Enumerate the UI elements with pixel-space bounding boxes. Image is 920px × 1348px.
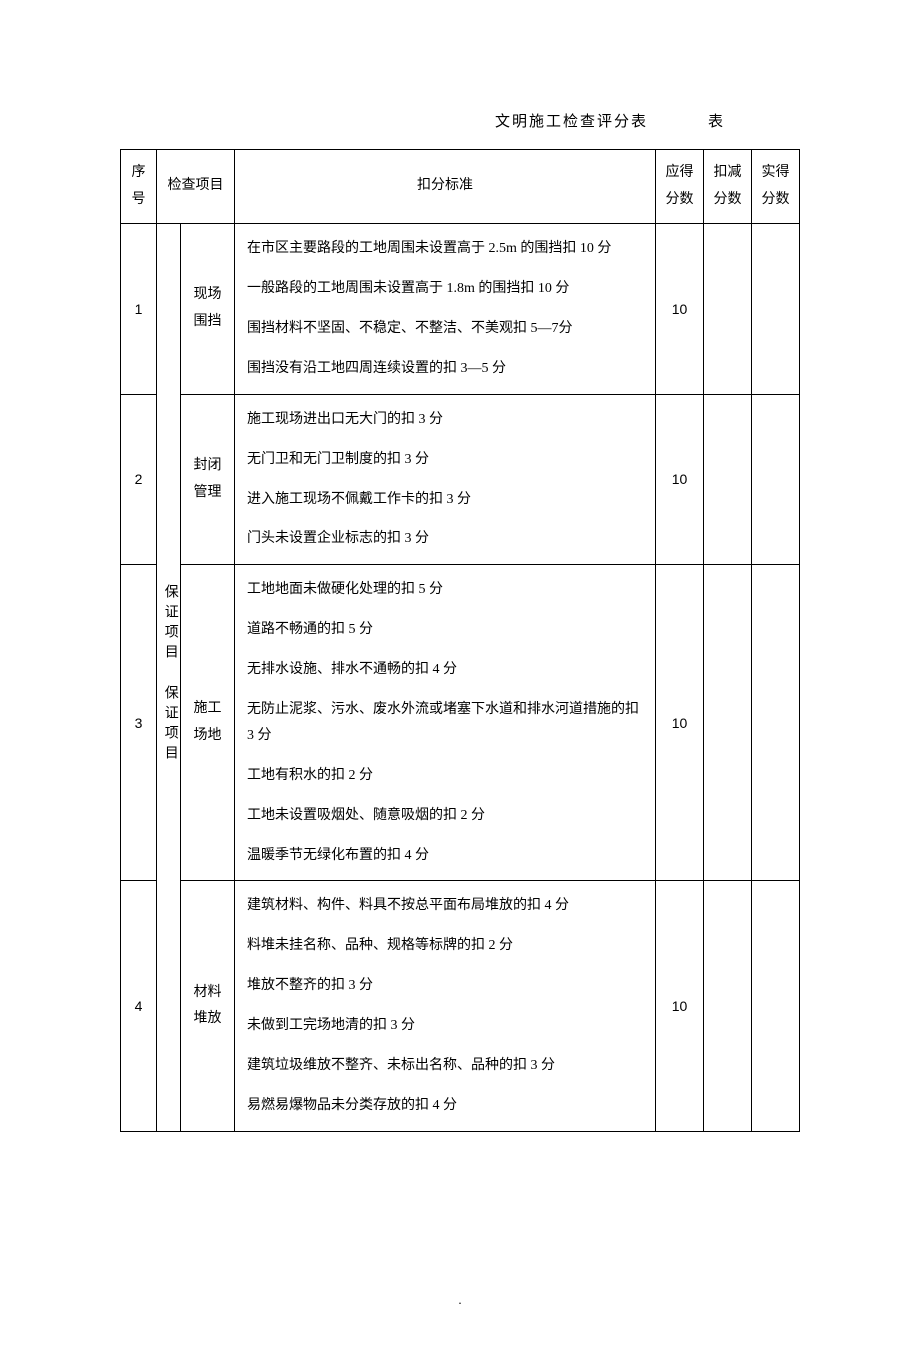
cell-criteria: 在市区主要路段的工地周围未设置高于 2.5m 的围挡扣 10 分一般路段的工地周… (235, 224, 656, 395)
cell-due-score: 10 (656, 224, 704, 395)
cell-actual-score (752, 881, 800, 1131)
title-row: 文明施工检查评分表 表 (120, 110, 800, 131)
cell-deduct-score (704, 565, 752, 881)
header-item: 检查项目 (157, 150, 235, 224)
criteria-line: 在市区主要路段的工地周围未设置高于 2.5m 的围挡扣 10 分 (247, 236, 643, 262)
table-row: 1保证项目 保证项目现场围挡在市区主要路段的工地周围未设置高于 2.5m 的围挡… (121, 224, 800, 395)
cell-actual-score (752, 224, 800, 395)
table-row: 2 封闭管理施工现场进出口无大门的扣 3 分无门卫和无门卫制度的扣 3 分进入施工… (121, 394, 800, 565)
cell-actual-score (752, 565, 800, 881)
page-title: 文明施工检查评分表 (495, 110, 648, 131)
criteria-line: 围挡没有沿工地四周连续设置的扣 3—5 分 (247, 356, 643, 382)
criteria-line: 无排水设施、排水不通畅的扣 4 分 (247, 657, 643, 683)
table-header-row: 序号 检查项目 扣分标准 应得分数 扣减分数 实得分数 (121, 150, 800, 224)
cell-item: 现场围挡 (181, 224, 235, 395)
title-suffix: 表 (708, 110, 725, 131)
cell-criteria: 建筑材料、构件、料具不按总平面布局堆放的扣 4 分料堆未挂名称、品种、规格等标牌… (235, 881, 656, 1131)
table-row: 4 材料堆放建筑材料、构件、料具不按总平面布局堆放的扣 4 分料堆未挂名称、品种、… (121, 881, 800, 1131)
criteria-line: 一般路段的工地周围未设置高于 1.8m 的围挡扣 10 分 (247, 276, 643, 302)
cell-num: 1 (121, 224, 157, 395)
cell-deduct-score (704, 394, 752, 565)
criteria-line: 温暖季节无绿化布置的扣 4 分 (247, 843, 643, 869)
criteria-line: 无防止泥浆、污水、废水外流或堵塞下水道和排水河道措施的扣 3 分 (247, 697, 643, 749)
cell-num: 4 (121, 881, 157, 1131)
criteria-line: 堆放不整齐的扣 3 分 (247, 973, 643, 999)
scoring-table: 序号 检查项目 扣分标准 应得分数 扣减分数 实得分数 1保证项目 保证项目现场… (120, 149, 800, 1132)
cell-deduct-score (704, 881, 752, 1131)
criteria-line: 无门卫和无门卫制度的扣 3 分 (247, 447, 643, 473)
header-num: 序号 (121, 150, 157, 224)
criteria-line: 易燃易爆物品未分类存放的扣 4 分 (247, 1093, 643, 1119)
cell-item: 材料堆放 (181, 881, 235, 1131)
criteria-line: 进入施工现场不佩戴工作卡的扣 3 分 (247, 487, 643, 513)
cell-due-score: 10 (656, 565, 704, 881)
cell-deduct-score (704, 224, 752, 395)
cell-num: 3 (121, 565, 157, 881)
header-actual-score: 实得分数 (752, 150, 800, 224)
cell-due-score: 10 (656, 394, 704, 565)
criteria-line: 门头未设置企业标志的扣 3 分 (247, 526, 643, 552)
header-deduct-score: 扣减分数 (704, 150, 752, 224)
cell-category: 保证项目 保证项目 (157, 224, 181, 1132)
criteria-line: 工地未设置吸烟处、随意吸烟的扣 2 分 (247, 803, 643, 829)
header-criteria: 扣分标准 (235, 150, 656, 224)
document-page: 文明施工检查评分表 表 序号 检查项目 扣分标准 应得分数 扣减分数 实得分数 … (0, 0, 920, 1348)
criteria-line: 未做到工完场地清的扣 3 分 (247, 1013, 643, 1039)
footer-mark: . (120, 1292, 800, 1308)
criteria-line: 建筑材料、构件、料具不按总平面布局堆放的扣 4 分 (247, 893, 643, 919)
criteria-line: 工地地面未做硬化处理的扣 5 分 (247, 577, 643, 603)
header-due-score: 应得分数 (656, 150, 704, 224)
cell-item: 封闭管理 (181, 394, 235, 565)
criteria-line: 建筑垃圾维放不整齐、未标出名称、品种的扣 3 分 (247, 1053, 643, 1079)
criteria-line: 工地有积水的扣 2 分 (247, 763, 643, 789)
criteria-line: 围挡材料不坚固、不稳定、不整洁、不美观扣 5—7分 (247, 316, 643, 342)
cell-due-score: 10 (656, 881, 704, 1131)
criteria-line: 道路不畅通的扣 5 分 (247, 617, 643, 643)
cell-item: 施工场地 (181, 565, 235, 881)
criteria-line: 施工现场进出口无大门的扣 3 分 (247, 407, 643, 433)
criteria-line: 料堆未挂名称、品种、规格等标牌的扣 2 分 (247, 933, 643, 959)
cell-criteria: 施工现场进出口无大门的扣 3 分无门卫和无门卫制度的扣 3 分进入施工现场不佩戴… (235, 394, 656, 565)
cell-criteria: 工地地面未做硬化处理的扣 5 分道路不畅通的扣 5 分无排水设施、排水不通畅的扣… (235, 565, 656, 881)
cell-actual-score (752, 394, 800, 565)
cell-num: 2 (121, 394, 157, 565)
table-row: 3 施工场地工地地面未做硬化处理的扣 5 分道路不畅通的扣 5 分无排水设施、排水… (121, 565, 800, 881)
